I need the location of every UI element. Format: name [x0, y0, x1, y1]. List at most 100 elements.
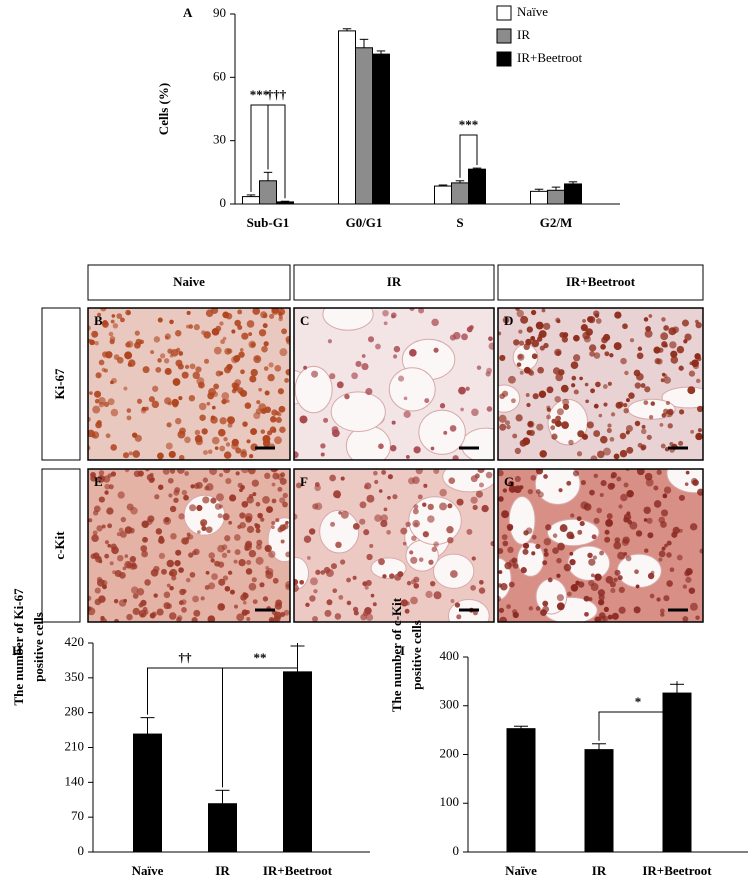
nucleus	[593, 403, 599, 409]
nucleus	[217, 561, 225, 568]
nucleus	[393, 345, 401, 353]
column-header: IR+Beetroot	[566, 274, 636, 289]
nucleus	[520, 315, 529, 324]
nucleus	[573, 354, 581, 362]
nucleus	[475, 490, 483, 498]
nucleus	[361, 354, 366, 358]
nucleus	[213, 346, 222, 355]
nucleus	[98, 595, 106, 603]
nucleus	[405, 454, 410, 459]
nucleus	[613, 541, 622, 550]
nucleus	[103, 401, 110, 408]
nucleus	[659, 423, 664, 427]
nucleus	[98, 559, 103, 564]
nucleus	[204, 485, 210, 491]
chart-title: H	[12, 643, 22, 658]
nucleus	[498, 331, 502, 336]
nucleus	[150, 477, 155, 482]
panel-letter: F	[300, 474, 308, 489]
row-header: c-Kit	[52, 531, 67, 560]
nucleus	[98, 470, 105, 476]
nucleus	[162, 469, 170, 475]
nucleus	[658, 557, 663, 562]
nucleus	[604, 529, 610, 535]
nucleus	[123, 598, 127, 603]
fat-cell	[319, 509, 360, 554]
nucleus	[391, 314, 395, 319]
nucleus	[181, 606, 187, 613]
micrograph	[293, 307, 495, 461]
nucleus	[164, 517, 170, 523]
nucleus	[471, 408, 479, 417]
nucleus	[685, 470, 690, 475]
nucleus	[641, 424, 646, 429]
nucleus	[165, 335, 169, 340]
nucleus	[511, 398, 516, 404]
nucleus	[362, 581, 368, 587]
nucleus	[255, 501, 261, 507]
nucleus	[566, 531, 574, 539]
nucleus	[233, 559, 238, 564]
nucleus	[607, 381, 612, 386]
nucleus	[151, 400, 160, 409]
nucleus	[98, 359, 105, 366]
nucleus	[398, 375, 405, 382]
nucleus	[193, 548, 200, 556]
nucleus	[412, 508, 419, 515]
y-tick-label: 60	[213, 68, 226, 83]
nucleus	[689, 523, 698, 531]
bar	[283, 671, 312, 853]
micrograph	[293, 468, 495, 623]
nucleus	[684, 333, 692, 341]
nucleus	[383, 507, 388, 512]
nucleus	[167, 348, 173, 354]
nucleus	[207, 392, 215, 400]
nucleus	[684, 482, 689, 486]
nucleus	[519, 485, 524, 490]
nucleus	[450, 599, 455, 604]
nucleus	[522, 548, 529, 555]
nucleus	[606, 513, 613, 520]
nucleus	[588, 316, 596, 324]
nucleus	[378, 443, 384, 450]
nucleus	[498, 548, 504, 554]
nucleus	[90, 553, 97, 560]
nucleus	[110, 444, 117, 451]
nucleus	[335, 541, 342, 549]
nucleus	[528, 606, 534, 611]
nucleus	[352, 606, 359, 613]
nucleus	[122, 566, 127, 571]
nucleus	[98, 496, 105, 503]
nucleus	[425, 590, 433, 599]
nucleus	[598, 594, 605, 601]
nucleus	[397, 571, 404, 578]
nucleus	[208, 552, 216, 559]
nucleus	[406, 580, 412, 586]
nucleus	[465, 386, 470, 391]
nucleus	[682, 616, 689, 622]
nucleus	[644, 548, 649, 553]
nucleus	[433, 541, 439, 547]
nucleus	[581, 433, 589, 440]
bar	[434, 185, 452, 205]
nucleus	[625, 424, 633, 433]
nucleus	[559, 524, 568, 533]
legend-label: IR+Beetroot	[517, 50, 582, 65]
significance-bracket	[222, 642, 298, 788]
nucleus	[643, 400, 649, 405]
nucleus	[499, 393, 505, 400]
nucleus	[190, 484, 195, 489]
nucleus	[277, 526, 284, 533]
nucleus	[192, 595, 199, 603]
nucleus	[476, 365, 482, 370]
nucleus	[439, 488, 447, 497]
nucleus	[351, 372, 358, 380]
column-header-box	[293, 264, 495, 301]
nucleus	[598, 612, 606, 619]
nucleus	[511, 557, 518, 564]
nucleus	[142, 366, 150, 374]
nucleus	[485, 471, 493, 479]
nucleus	[558, 488, 563, 493]
nucleus	[611, 612, 619, 620]
nucleus	[552, 533, 558, 538]
